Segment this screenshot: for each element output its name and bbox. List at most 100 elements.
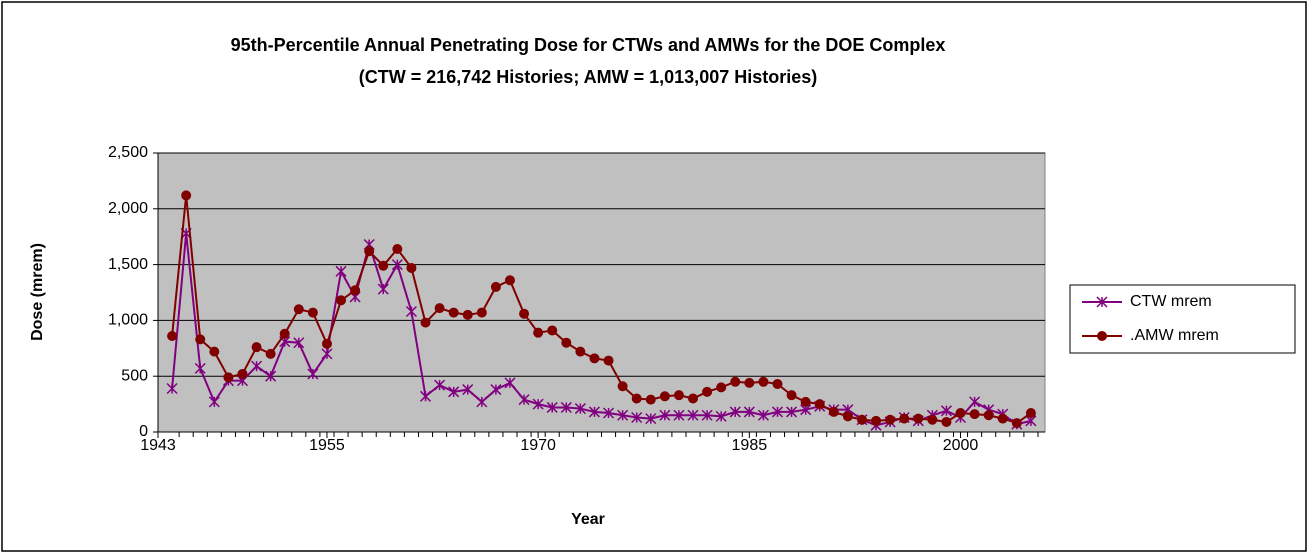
plot-area (157, 152, 1046, 433)
y-tick-label: 500 (121, 367, 148, 384)
marker (406, 262, 417, 273)
y-tick-label: 1,000 (108, 312, 148, 329)
x-tick-label: 2000 (943, 437, 979, 454)
legend-label: .AMW mrem (1130, 327, 1219, 344)
marker (631, 393, 642, 404)
marker (194, 362, 206, 374)
marker (786, 406, 798, 418)
marker (645, 413, 657, 425)
marker (659, 391, 670, 402)
marker (871, 415, 882, 426)
x-tick-label: 1985 (732, 437, 768, 454)
marker (209, 346, 220, 357)
marker (885, 414, 896, 425)
marker (237, 368, 248, 379)
marker (969, 396, 981, 408)
marker (758, 376, 769, 387)
marker (391, 259, 403, 271)
marker (448, 386, 460, 398)
y-axis-label: Dose (mrem) (29, 243, 46, 341)
marker (941, 416, 952, 427)
marker (195, 334, 206, 345)
marker (321, 348, 333, 360)
marker (574, 403, 586, 415)
marker (659, 409, 671, 421)
marker (434, 303, 445, 314)
marker (743, 406, 755, 418)
marker (251, 360, 263, 372)
marker (715, 410, 727, 422)
marker (518, 394, 530, 406)
marker (687, 409, 699, 421)
marker (856, 414, 867, 425)
marker (490, 384, 502, 396)
marker (208, 396, 220, 408)
x-tick-label: 1955 (309, 437, 345, 454)
marker (1011, 418, 1022, 429)
y-tick-label: 1,500 (108, 256, 148, 273)
x-tick-label: 1970 (520, 437, 556, 454)
marker (377, 283, 389, 295)
marker (1025, 408, 1036, 419)
marker (645, 394, 656, 405)
marker (561, 337, 572, 348)
marker (265, 370, 277, 382)
marker (757, 409, 769, 421)
marker (462, 309, 473, 320)
marker (279, 328, 290, 339)
marker (997, 413, 1008, 424)
marker (744, 377, 755, 388)
marker (955, 408, 966, 419)
chart-subtitle: (CTW = 216,742 Histories; AMW = 1,013,00… (359, 67, 818, 87)
marker (307, 307, 318, 318)
marker (772, 379, 783, 390)
marker (913, 413, 924, 424)
marker (730, 376, 741, 387)
marker (223, 372, 234, 383)
marker (546, 401, 558, 413)
marker (335, 265, 347, 277)
marker (533, 327, 544, 338)
marker (588, 406, 600, 418)
marker (589, 353, 600, 364)
marker (1097, 331, 1107, 341)
marker (617, 409, 629, 421)
marker (167, 331, 178, 342)
y-tick-label: 2,000 (108, 200, 148, 217)
marker (462, 384, 474, 396)
marker (181, 190, 192, 201)
marker (166, 382, 178, 395)
marker (504, 377, 516, 389)
marker (603, 355, 614, 366)
legend-box (1069, 284, 1296, 354)
marker (729, 406, 741, 418)
chart-title: 95th-Percentile Annual Penetrating Dose … (231, 35, 946, 55)
marker (405, 305, 417, 318)
marker (814, 399, 825, 410)
marker (307, 368, 319, 380)
legend-label: CTW mrem (1130, 293, 1212, 310)
marker (771, 406, 784, 418)
marker (448, 307, 459, 318)
marker (701, 409, 713, 421)
x-axis-label: Year (571, 511, 605, 528)
marker (828, 406, 839, 417)
marker (603, 407, 615, 419)
marker (476, 396, 488, 408)
marker (575, 346, 586, 357)
marker (969, 409, 980, 420)
x-tick-label: 1943 (140, 437, 176, 454)
marker (419, 390, 432, 402)
marker (940, 405, 952, 417)
marker (716, 382, 727, 393)
marker (265, 348, 276, 359)
marker (293, 304, 304, 315)
marker (476, 307, 487, 318)
marker (688, 393, 699, 404)
marker (1096, 296, 1108, 308)
marker (364, 246, 375, 257)
marker (519, 308, 530, 319)
marker (420, 317, 431, 328)
marker (504, 275, 515, 286)
